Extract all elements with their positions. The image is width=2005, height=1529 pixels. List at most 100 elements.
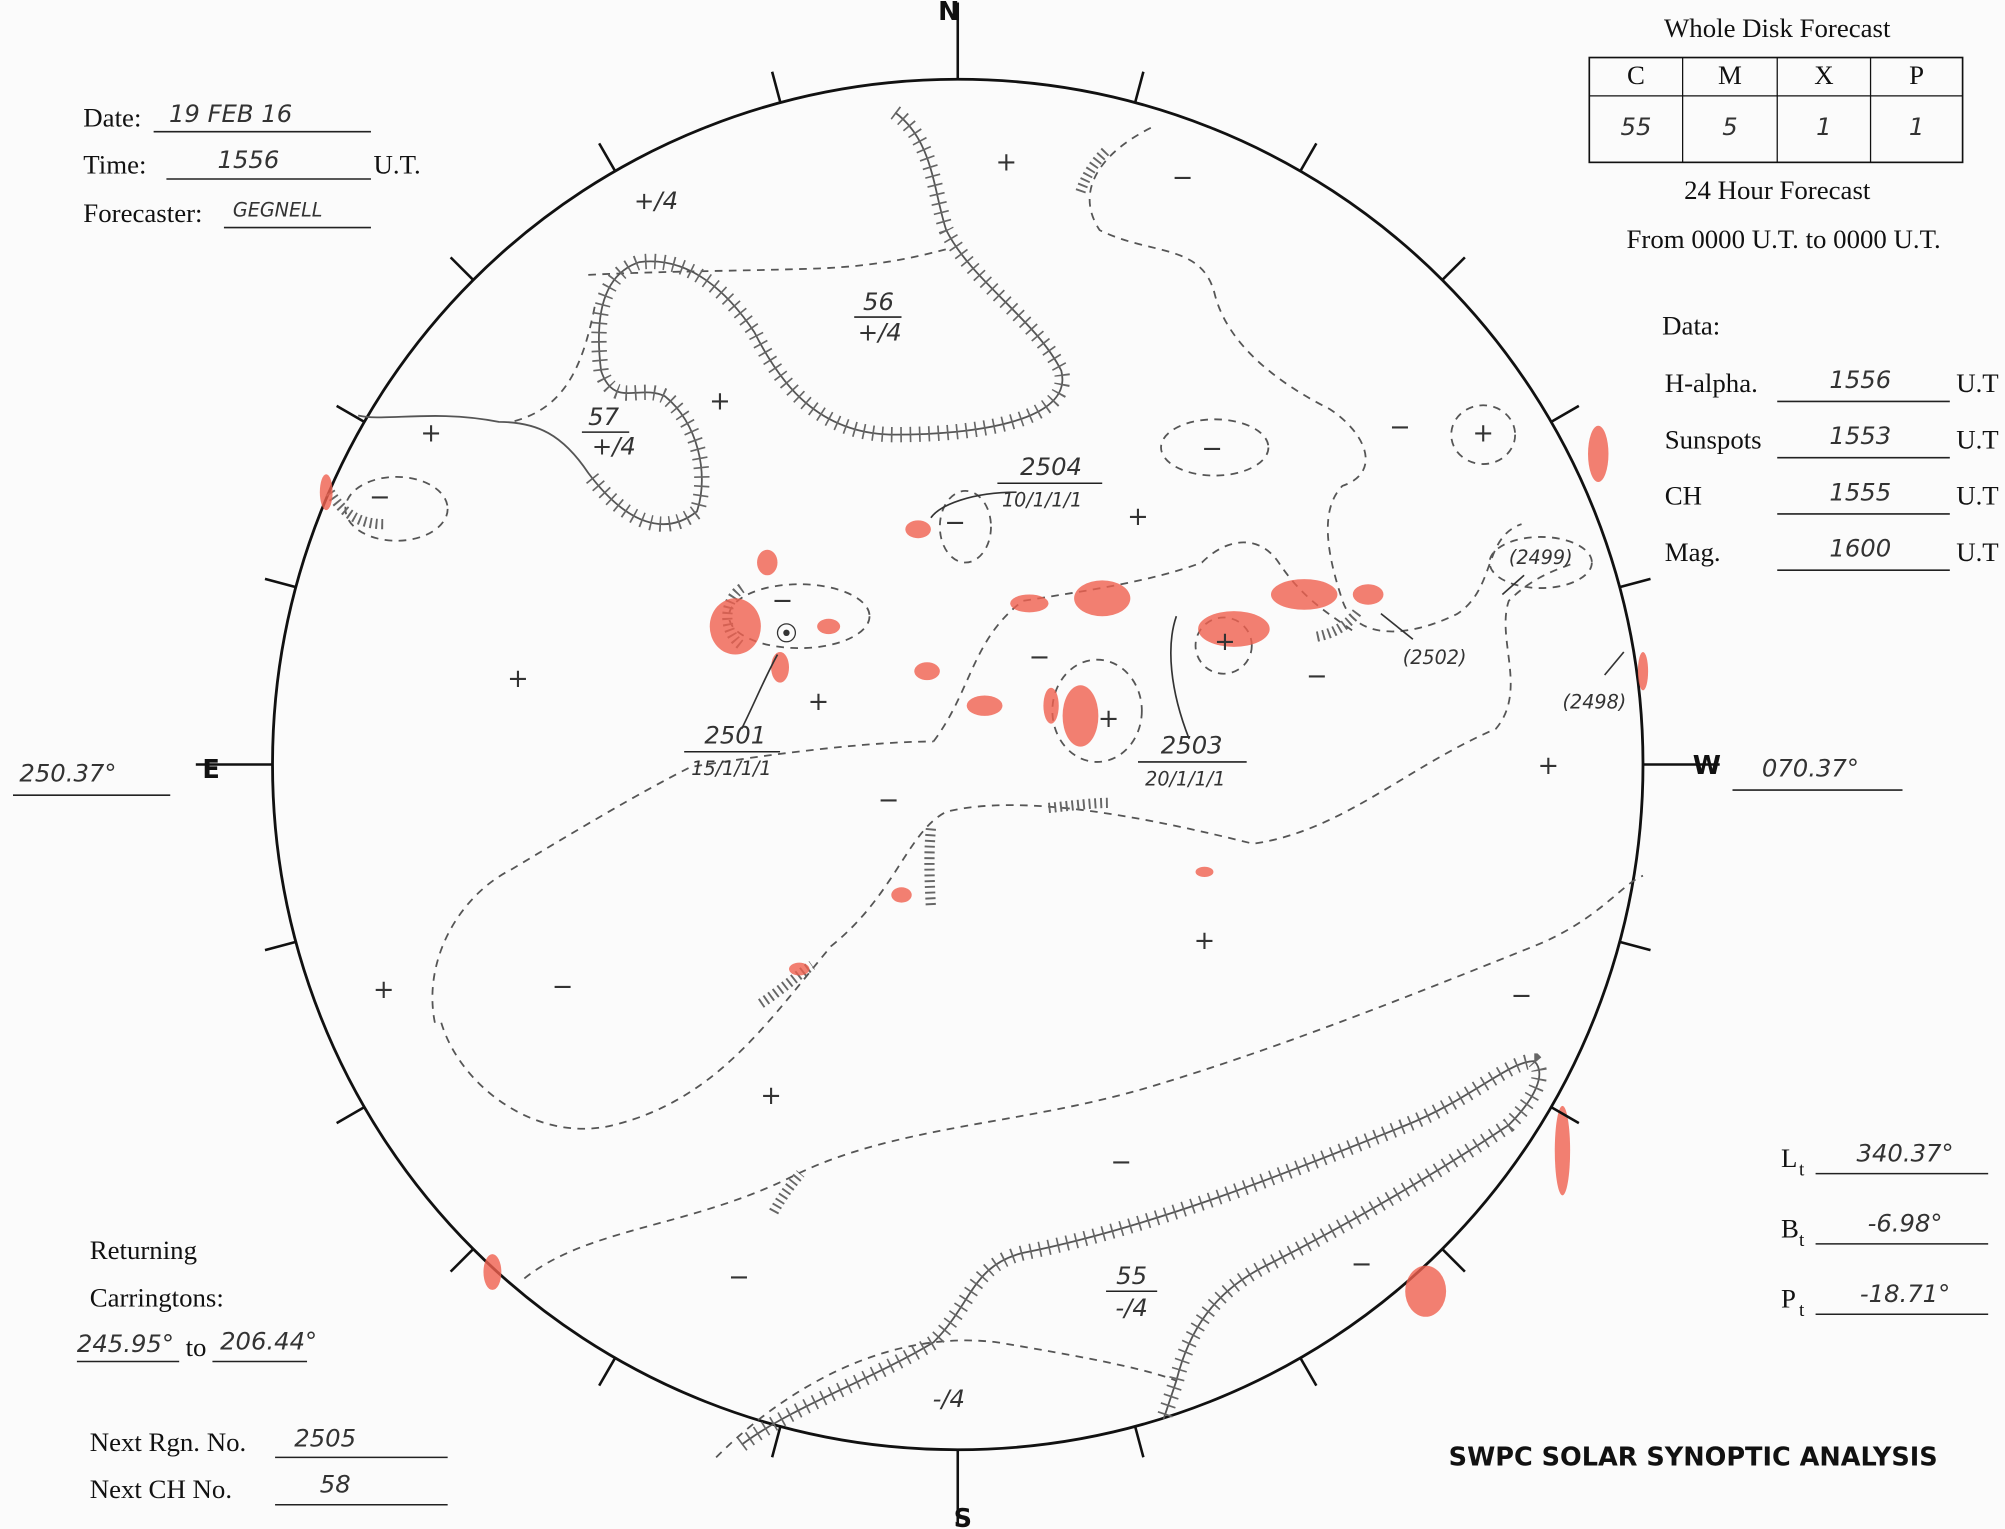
limb-tick	[1620, 579, 1651, 587]
forecaster-value: GEGNELL	[233, 198, 323, 221]
hole-polarity: +/4	[592, 431, 636, 460]
limb-tick	[265, 942, 296, 950]
data-label: Sunspots	[1665, 424, 1762, 454]
parameter-value: -18.71°	[1860, 1279, 1950, 1308]
plage	[1010, 594, 1048, 612]
limb-tick	[1442, 257, 1465, 280]
time-unit: U.T.	[374, 150, 421, 180]
plage	[967, 695, 1003, 715]
limb-tick	[599, 143, 615, 171]
limb-tick	[1442, 1249, 1465, 1272]
date-label: Date:	[83, 102, 141, 132]
hole-number: 56	[863, 287, 894, 316]
limb-tick	[772, 72, 780, 103]
parameter-symbol: L	[1781, 1143, 1797, 1173]
plage	[817, 619, 840, 634]
limb-tick	[772, 1426, 780, 1457]
limb-tick	[599, 1358, 615, 1386]
plage	[757, 550, 777, 576]
plage	[1063, 685, 1099, 746]
compass-south: S	[954, 1504, 972, 1529]
plage	[1555, 1106, 1570, 1195]
filament	[1080, 151, 1106, 192]
polarity-sign: +	[760, 1081, 781, 1111]
polarity-sign: −	[878, 786, 899, 816]
table-value: 55	[1621, 112, 1652, 141]
footer-title: SWPC SOLAR SYNOPTIC ANALYSIS	[1449, 1443, 1938, 1473]
parameter-symbol: P	[1781, 1284, 1796, 1314]
hole-polarity: +/4	[858, 318, 902, 347]
limb-region: (2499)	[1509, 546, 1573, 569]
polarity-sign: +	[1194, 926, 1215, 956]
polarity-sign: +	[808, 687, 829, 717]
polarity-sign: +	[1214, 627, 1235, 657]
returning-title: Returning	[90, 1235, 197, 1265]
polarity-sign: −	[369, 483, 390, 513]
region-number: 2503	[1161, 731, 1223, 760]
forecast-subtitle: 24 Hour Forecast	[1684, 175, 1871, 205]
plage	[914, 662, 940, 680]
data-label: Mag.	[1665, 537, 1721, 567]
solar-disk	[273, 79, 1649, 1457]
plage	[789, 963, 809, 976]
table-value: 5	[1722, 112, 1737, 141]
table-value: 1	[1909, 112, 1924, 141]
table-header: X	[1814, 60, 1833, 90]
polarity-sign: −	[1306, 662, 1327, 692]
limb-tick	[337, 406, 365, 422]
compass-west: W	[1693, 751, 1721, 781]
table-border	[1589, 58, 1962, 163]
next-value: 2505	[294, 1424, 356, 1453]
limb-tick	[337, 1107, 365, 1123]
page: {"form": {"date_label": "Date:", "date":…	[0, 0, 2005, 1529]
returning-subtitle: Carringtons:	[90, 1282, 224, 1312]
next-label: Next CH No.	[90, 1474, 232, 1504]
neutral-line	[432, 741, 933, 1022]
limb-region: (2498)	[1563, 691, 1627, 714]
parameter-value: 340.37°	[1857, 1138, 1954, 1167]
disk-outline	[273, 79, 1643, 1449]
east-longitude: 250.37°	[19, 759, 116, 788]
polarity-sign: +	[1472, 419, 1493, 449]
sunspot	[783, 630, 789, 636]
hole-polarity: -/4	[1115, 1293, 1147, 1322]
plage	[1638, 652, 1648, 690]
data-value: 1600	[1829, 534, 1891, 563]
plage	[771, 652, 789, 683]
data-unit: U.T	[1956, 481, 1998, 511]
coronal-hole-hatch	[742, 1061, 1540, 1445]
polarity-sign: −	[1351, 1250, 1372, 1280]
forecast-period: From 0000 U.T. to 0000 U.T.	[1627, 224, 1941, 254]
next-label: Next Rgn. No.	[90, 1427, 247, 1457]
polarity-signs: +++++++++++++−−−−−−−−−−−−−−	[369, 148, 1559, 1293]
data-value: 1555	[1829, 477, 1891, 506]
polarity-sign: −	[1511, 981, 1532, 1011]
data-unit: U.T	[1956, 368, 1998, 398]
region-arrow	[1605, 652, 1624, 675]
data-value: 1556	[1829, 365, 1891, 394]
limb-tick	[1135, 72, 1143, 103]
region-arrow	[1171, 616, 1189, 739]
west-longitude: 070.37°	[1762, 754, 1859, 783]
limb-tick	[1620, 942, 1651, 950]
data-unit: U.T	[1956, 537, 1998, 567]
plage	[1405, 1266, 1446, 1317]
parameter-subscript: t	[1799, 1159, 1805, 1180]
limb-tick	[451, 257, 474, 280]
region-class: 15/1/1/1	[691, 757, 771, 780]
limb-region: (2502)	[1403, 646, 1467, 669]
neutral-loop	[345, 477, 447, 541]
plage	[1043, 688, 1058, 724]
data-value: 1553	[1829, 421, 1891, 450]
data-label: H-alpha.	[1665, 368, 1758, 398]
plage-group	[320, 426, 1648, 1317]
polarity-sign: +	[1538, 751, 1559, 781]
table-header: C	[1627, 60, 1645, 90]
filament	[1317, 611, 1358, 637]
compass-north: N	[938, 0, 959, 27]
region-class: 20/1/1/1	[1145, 767, 1225, 790]
hole-number: 55	[1116, 1261, 1147, 1290]
hole-note: -/4	[933, 1384, 965, 1413]
